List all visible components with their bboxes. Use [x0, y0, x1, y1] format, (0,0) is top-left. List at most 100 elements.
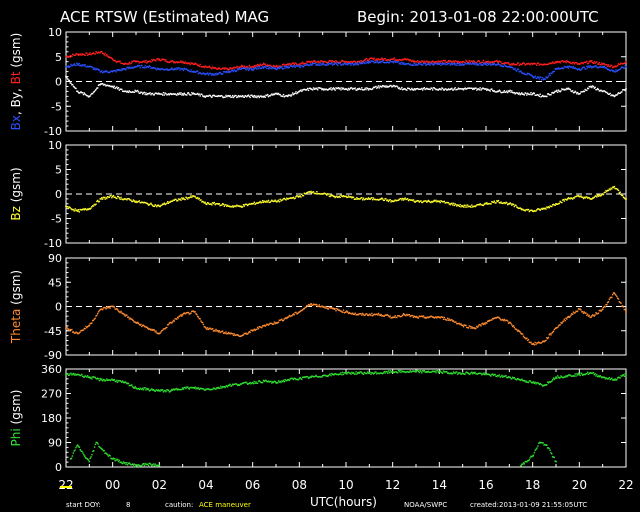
data-point	[312, 62, 315, 65]
data-point	[223, 68, 226, 70]
data-point	[616, 378, 618, 381]
caution-value: ACE maneuver	[199, 501, 251, 509]
data-point	[77, 209, 80, 211]
data-point	[382, 372, 385, 374]
data-point	[321, 64, 323, 66]
data-point	[110, 56, 112, 59]
data-point	[576, 374, 579, 376]
data-point	[117, 60, 120, 62]
data-point	[549, 74, 551, 77]
data-point	[126, 199, 128, 201]
data-point	[208, 94, 211, 97]
data-point	[122, 313, 125, 315]
data-point	[238, 205, 241, 207]
data-point	[421, 89, 424, 91]
data-point	[511, 91, 514, 94]
data-point	[98, 69, 101, 71]
data-point	[303, 62, 306, 65]
data-point	[112, 70, 115, 72]
data-point	[193, 195, 196, 198]
data-point	[402, 312, 405, 315]
data-point	[490, 319, 492, 321]
data-point	[372, 314, 375, 316]
data-point	[486, 62, 489, 65]
data-point	[507, 90, 510, 92]
data-point	[319, 193, 321, 195]
data-point	[605, 91, 607, 94]
data-point	[362, 197, 365, 199]
data-point	[190, 312, 192, 314]
data-point	[66, 55, 69, 57]
data-point	[479, 203, 481, 205]
data-point	[591, 85, 594, 87]
data-point	[431, 316, 434, 318]
data-point	[582, 62, 585, 65]
data-point	[327, 64, 330, 66]
data-point	[96, 199, 99, 202]
data-point	[471, 327, 474, 329]
data-point	[289, 197, 291, 199]
data-point	[296, 92, 298, 95]
data-point	[201, 322, 204, 324]
data-point	[289, 315, 291, 318]
data-point	[411, 199, 414, 202]
data-point	[520, 332, 522, 335]
data-point	[293, 65, 296, 67]
data-point	[77, 373, 80, 376]
data-point	[288, 62, 291, 65]
data-point	[336, 308, 338, 310]
data-point	[129, 67, 131, 69]
data-point	[277, 65, 280, 68]
data-point	[223, 71, 226, 73]
data-point	[178, 198, 181, 201]
data-point	[610, 187, 612, 189]
data-point	[213, 201, 216, 204]
data-point	[297, 379, 300, 381]
data-point	[177, 93, 180, 96]
data-point	[185, 94, 187, 96]
data-point	[481, 61, 483, 64]
data-point	[516, 329, 518, 331]
data-point	[262, 96, 265, 98]
data-point	[188, 388, 191, 390]
data-point	[246, 68, 248, 70]
data-point	[624, 89, 626, 92]
data-point	[502, 62, 505, 65]
data-point	[258, 96, 261, 99]
data-point	[387, 370, 390, 372]
data-point	[614, 378, 616, 380]
data-point	[499, 318, 501, 320]
data-point	[485, 60, 487, 63]
data-point	[471, 371, 473, 373]
data-point	[78, 63, 81, 65]
data-point	[375, 58, 377, 61]
data-point	[195, 197, 197, 199]
data-point	[485, 63, 487, 65]
data-point	[494, 91, 496, 93]
data-point	[219, 95, 221, 97]
data-point	[602, 62, 605, 65]
data-point	[66, 55, 68, 58]
data-point	[197, 198, 200, 200]
data-point	[380, 313, 382, 316]
data-point	[163, 390, 166, 392]
data-point	[127, 67, 130, 70]
data-point	[136, 322, 138, 324]
data-point	[577, 372, 580, 375]
data-point	[137, 322, 140, 324]
data-point	[100, 51, 102, 53]
data-point	[69, 373, 71, 375]
data-point	[357, 88, 360, 91]
data-point	[183, 386, 186, 389]
data-point	[502, 65, 505, 68]
data-point	[431, 60, 434, 62]
data-point	[584, 197, 586, 199]
data-point	[510, 203, 512, 205]
data-point	[441, 200, 443, 203]
data-point	[281, 95, 284, 98]
data-point	[513, 91, 516, 94]
data-point	[386, 85, 388, 87]
data-point	[359, 62, 361, 64]
data-point	[396, 59, 398, 61]
x-tick-label: 16	[478, 478, 493, 492]
